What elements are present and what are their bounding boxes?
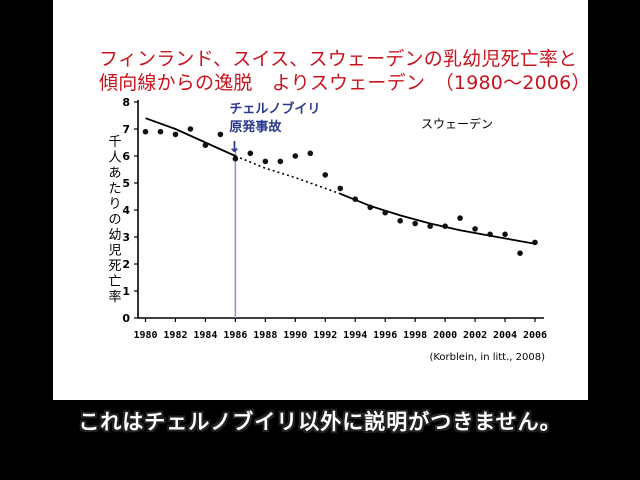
data-point [397,218,403,224]
x-tick-label: 2002 [463,330,487,341]
event-label-line-1: チェルノブイリ [229,101,320,117]
chart-title-line-2: 傾向線からの逸脱 よりスウェーデン （1980～2006） [99,72,591,94]
data-point [412,220,418,227]
data-point [337,185,344,192]
y-axis-label-char: 千 [108,135,121,150]
x-tick-label: 1982 [163,330,187,341]
y-axis-label-char: 人 [108,151,121,166]
data-point [517,250,523,256]
data-point [247,150,254,157]
x-tick-label: 1988 [253,330,277,341]
event-arrow: ↓ [228,138,241,156]
chart-title-line-1: フィンランド、スイス、スウェーデンの乳幼児死亡率と [99,48,578,70]
data-point [292,153,299,159]
data-point [142,128,149,135]
x-tick-label: 1980 [133,330,157,341]
data-point [367,204,374,211]
trend-line-projection [235,155,341,195]
slide-panel: フィンランド、スイス、スウェーデンの乳幼児死亡率と 傾向線からの逸脱 よりスウェ… [53,0,591,400]
x-tick-label: 1998 [403,330,427,341]
y-tick-label: 3 [122,231,130,244]
y-tick-label: 8 [122,96,130,109]
y-axis-label-char: の [108,213,121,228]
series-label: スウェーデン [421,116,493,131]
data-point [487,231,493,238]
y-tick-label: 4 [122,204,130,217]
caption-subtitle: これはチェルノブイリ以外に説明がつきません。 [78,410,562,434]
data-point [202,142,209,148]
x-tick-label: 2000 [433,330,457,341]
data-point [442,223,448,229]
data-point [277,158,284,165]
data-point [187,126,194,132]
x-tick-label: 1990 [283,330,307,341]
y-axis-label-char: 亡 [108,275,121,290]
data-point [532,239,538,246]
y-axis-label-char: た [108,182,121,197]
data-point [502,231,508,238]
trend-line-before [145,117,236,157]
event-label-line-2: 原発事故 [229,119,282,135]
x-tick-label: 1984 [193,330,217,341]
scatter-chart: 0 1 2 3 4 5 6 7 8 1980 1982 1984 1986 1988 1990 1992 199… [108,96,547,363]
x-tick-label: 2004 [493,330,517,341]
x-tick-label: 2006 [523,330,547,341]
data-point [427,223,433,229]
y-axis-label-char: り [108,197,121,212]
x-tick-label: 1994 [343,330,367,341]
y-tick-label: 6 [122,150,130,163]
y-tick-label: 2 [122,258,130,271]
x-tick-label: 1996 [373,330,397,341]
y-axis-label-char: 率 [108,289,121,305]
data-point [172,131,179,138]
data-point [322,172,329,178]
data-point [352,196,359,202]
x-tick-label: 1992 [313,330,337,341]
y-tick-label: 1 [122,285,130,298]
y-axis-label-char: 児 [108,244,121,259]
y-tick-label: 0 [122,312,130,325]
data-point [382,209,388,216]
y-tick-label: 5 [122,177,130,190]
source-note: (Korblein, in litt., 2008) [429,352,545,363]
data-point [232,155,239,162]
data-point [307,150,314,157]
data-point [217,131,224,138]
y-axis-label-char: あ [108,166,121,181]
y-axis-label-char: 幼 [108,228,121,243]
data-point [457,215,463,221]
y-tick-label: 7 [122,123,130,136]
y-axis-label-char: 死 [108,259,121,274]
data-point [157,128,164,135]
x-tick-label: 1986 [223,330,247,341]
data-point [472,226,478,232]
data-point [262,158,269,165]
